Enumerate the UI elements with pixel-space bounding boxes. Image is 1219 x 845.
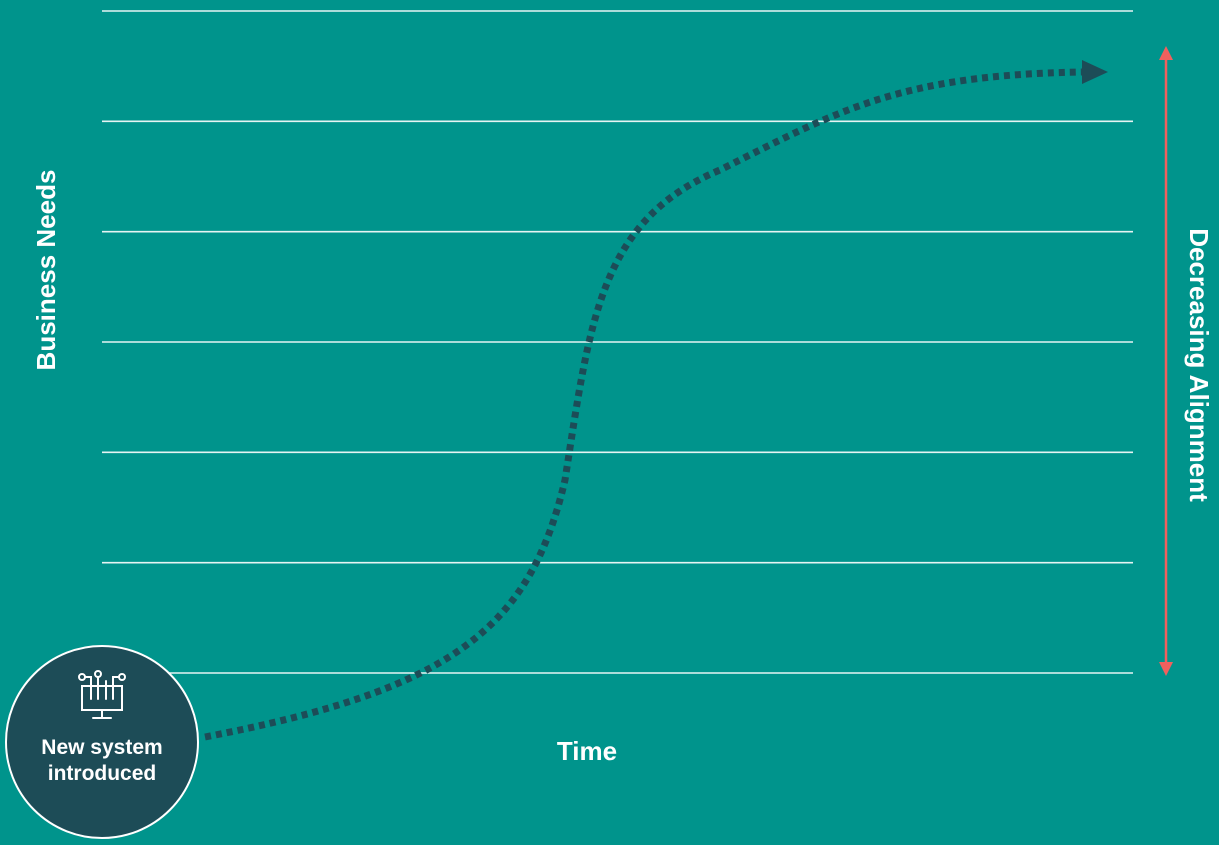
decreasing-alignment-arrow [1159,46,1173,676]
curve-arrowhead [1082,60,1108,84]
new-system-label: New system introduced [41,736,163,786]
gridlines [102,10,1133,674]
x-axis-label: Time [556,736,618,766]
business-needs-curve [204,68,1083,741]
decreasing-alignment-label: Decreasing Alignment [1184,228,1214,502]
computer-network-icon [78,670,126,719]
y-axis-label: Business Needs [31,169,61,371]
new-system-node: New system introduced [5,645,199,839]
